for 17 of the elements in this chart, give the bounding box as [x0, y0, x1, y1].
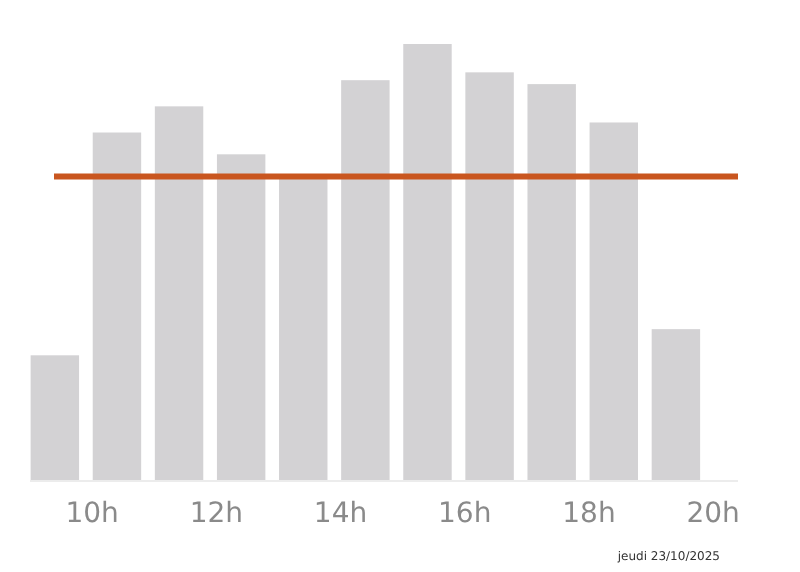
bar [279, 178, 328, 480]
bar [30, 355, 80, 480]
x-tick-label: 10h [65, 498, 119, 530]
x-tick-label: 16h [438, 498, 492, 530]
bar [341, 80, 390, 480]
bar [403, 44, 452, 480]
x-tick-label: 12h [189, 498, 243, 530]
bar [651, 329, 701, 480]
x-tick-label: 20h [686, 498, 740, 530]
x-tick-label: 18h [562, 498, 616, 530]
bar [92, 132, 142, 480]
bar [216, 154, 266, 480]
x-tick-label: 14h [313, 498, 368, 530]
bar [527, 84, 576, 480]
bar [154, 106, 204, 480]
bar [589, 122, 639, 480]
bar [465, 72, 514, 480]
